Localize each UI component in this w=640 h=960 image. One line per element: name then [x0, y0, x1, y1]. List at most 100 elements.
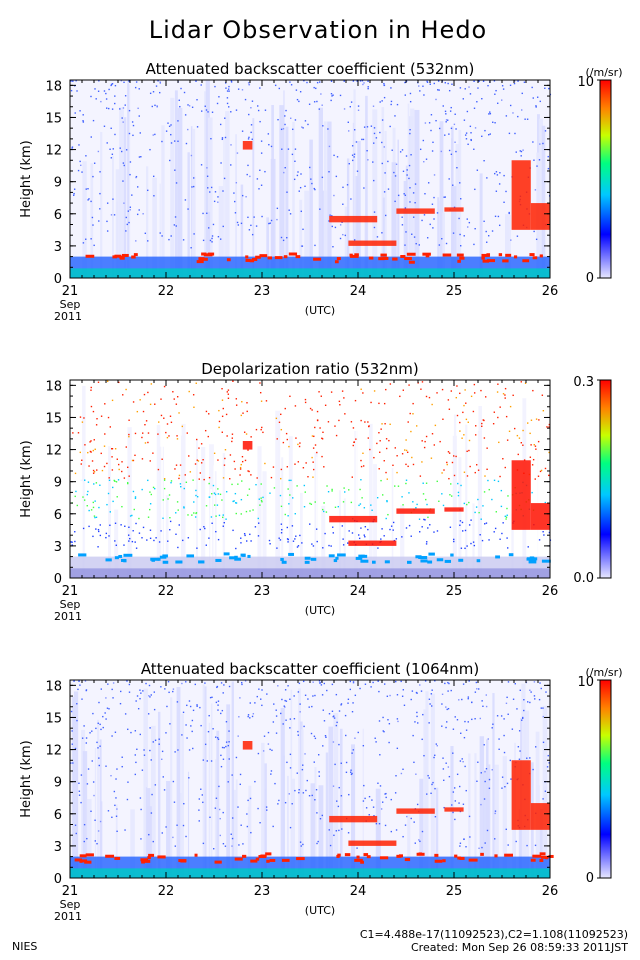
- dot: [225, 87, 227, 89]
- dot: [401, 496, 403, 498]
- dot: [227, 397, 230, 399]
- dot: [483, 491, 486, 493]
- dot: [152, 452, 154, 454]
- dot: [363, 82, 365, 84]
- dot: [318, 680, 321, 682]
- dot: [362, 83, 364, 86]
- layer-top-mark: [296, 857, 305, 861]
- dot: [406, 174, 408, 176]
- dot: [134, 432, 137, 435]
- dot: [345, 761, 348, 764]
- dot: [537, 440, 540, 443]
- dot: [364, 526, 367, 528]
- dot: [124, 95, 127, 97]
- dot: [329, 214, 331, 216]
- dot: [470, 139, 472, 142]
- dot: [113, 479, 115, 482]
- dot: [262, 431, 264, 434]
- dot: [201, 110, 203, 112]
- dot: [383, 96, 386, 99]
- dot: [159, 82, 162, 84]
- dot: [227, 744, 229, 747]
- dot: [112, 148, 114, 150]
- dot: [152, 175, 155, 178]
- dot: [441, 703, 443, 705]
- dot: [476, 780, 478, 782]
- dot: [487, 235, 490, 237]
- dot: [98, 506, 100, 509]
- dot: [258, 498, 260, 500]
- dot: [176, 701, 179, 703]
- dot: [280, 523, 283, 525]
- dot: [108, 88, 110, 91]
- dot: [317, 840, 319, 843]
- dot: [524, 382, 527, 384]
- dot: [129, 206, 132, 208]
- dot: [260, 400, 263, 402]
- dot: [386, 478, 388, 480]
- dot: [405, 463, 407, 466]
- layer-top-mark: [85, 254, 95, 258]
- dot: [284, 407, 286, 410]
- colorbar-max: 10: [577, 675, 594, 690]
- streak: [288, 436, 293, 578]
- dot: [118, 468, 120, 471]
- dot: [170, 124, 172, 126]
- dot: [326, 485, 328, 487]
- dot: [321, 694, 324, 696]
- dot: [527, 422, 529, 424]
- layer-top-mark: [281, 560, 287, 564]
- dot: [92, 469, 95, 472]
- cloud: [530, 203, 550, 230]
- dot: [285, 432, 288, 435]
- streak: [82, 385, 86, 578]
- y-tick-label: 3: [54, 240, 62, 255]
- dot: [473, 544, 476, 547]
- dot: [390, 103, 392, 106]
- streak: [170, 697, 173, 878]
- dot: [347, 121, 349, 123]
- dot: [217, 700, 220, 702]
- layer-top-mark: [408, 260, 415, 264]
- dot: [303, 484, 306, 487]
- dot: [183, 802, 185, 805]
- streak: [257, 446, 262, 578]
- streak: [520, 800, 524, 878]
- dot: [408, 492, 410, 494]
- dot: [97, 381, 100, 383]
- dot: [133, 508, 135, 511]
- dot: [235, 547, 237, 550]
- dot: [182, 711, 185, 714]
- dot: [488, 488, 490, 491]
- dot: [302, 764, 304, 766]
- dot: [464, 765, 466, 768]
- streak: [419, 778, 424, 878]
- streak: [539, 808, 544, 878]
- dot: [151, 793, 153, 796]
- dot: [443, 779, 445, 782]
- dot: [128, 691, 131, 693]
- dot: [448, 178, 450, 180]
- dot: [351, 752, 353, 754]
- dot: [303, 80, 305, 82]
- dot: [406, 815, 408, 818]
- dot: [309, 407, 312, 410]
- dot: [323, 466, 325, 468]
- dot: [340, 795, 343, 797]
- dot: [294, 405, 297, 407]
- layer-top-mark: [334, 260, 339, 264]
- dot: [149, 727, 151, 729]
- dot: [441, 238, 443, 240]
- dot: [257, 517, 259, 520]
- dot: [86, 493, 89, 496]
- dot: [356, 80, 358, 82]
- dot: [312, 476, 314, 478]
- dot: [102, 726, 104, 729]
- dot: [395, 163, 398, 165]
- dot: [405, 482, 407, 485]
- streak: [270, 158, 276, 278]
- dot: [497, 383, 499, 385]
- x-sub-year: 2011: [54, 610, 82, 623]
- layer-top-mark: [186, 554, 195, 558]
- dot: [527, 701, 529, 703]
